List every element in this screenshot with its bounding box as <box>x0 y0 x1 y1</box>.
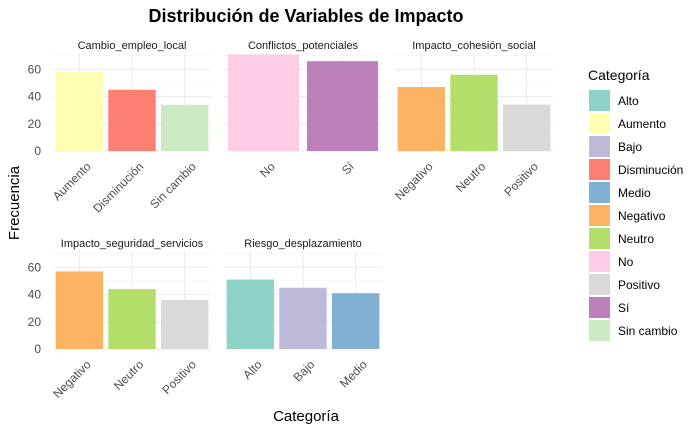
bar-impacto-cohesion-social-positivo <box>502 104 551 151</box>
x-tick-label: Neutro <box>453 159 489 195</box>
legend-item-bajo: Bajo <box>589 136 642 157</box>
x-tick-label: Negativo <box>392 159 436 203</box>
bar-conflictos-potenciales-si <box>306 61 379 151</box>
x-tick-label: Bajo <box>290 357 317 384</box>
bar-impacto-cohesion-social-neutro <box>450 74 498 151</box>
facet-label: Conflictos_potenciales <box>248 40 359 52</box>
legend-swatch <box>589 320 610 341</box>
bar-riesgo-desplazamiento-medio <box>331 293 380 349</box>
x-tick-label: Alto <box>240 357 265 382</box>
chart-title: Distribución de Variables de Impacto <box>148 6 463 26</box>
legend-label: Alto <box>618 94 639 108</box>
legend-item-no: No <box>589 251 634 272</box>
facet-impacto-cohesion-social: Impacto_cohesión_social Negativo Neutro Pos… <box>392 40 553 203</box>
bar-riesgo-desplazamiento-bajo <box>279 287 327 349</box>
x-tick-label: Positivo <box>159 357 199 397</box>
y-tick-label: 20 <box>28 315 42 329</box>
x-tick-label: Sin cambio <box>147 159 199 211</box>
legend-item-neutro: Neutro <box>589 228 654 249</box>
legend-item-sin-cambio: Sin cambio <box>589 320 678 341</box>
x-tick-label: Aumento <box>50 159 94 203</box>
facet-impacto-seguridad-servicios: Impacto_seguridad_servicios Negativo Neutr… <box>28 238 211 401</box>
bar-impacto-seguridad-servicios-negativo <box>55 271 104 349</box>
bar-riesgo-desplazamiento-alto <box>226 279 275 349</box>
legend-label: No <box>618 255 634 269</box>
legend-item-negativo: Negativo <box>589 205 666 226</box>
legend-swatch <box>589 228 610 249</box>
legend-swatch <box>589 182 610 203</box>
legend-swatch <box>589 159 610 180</box>
bar-impacto-seguridad-servicios-neutro <box>108 289 156 349</box>
facet-label: Impacto_seguridad_servicios <box>61 238 204 250</box>
x-tick-label: Disminución <box>90 159 146 215</box>
y-tick-label: 0 <box>34 144 41 158</box>
bar-impacto-seguridad-servicios-positivo <box>160 300 209 349</box>
bar-conflictos-potenciales-no <box>227 54 300 151</box>
y-axis-title: Frecuencia <box>6 165 23 240</box>
y-tick-label: 60 <box>28 62 42 76</box>
legend-item-si: Sí <box>589 297 630 318</box>
legend-item-medio: Medio <box>589 182 651 203</box>
bar-cambio-empleo-local-sin-cambio <box>160 104 209 151</box>
legend-label: Sin cambio <box>618 324 678 338</box>
x-tick-label: Medio <box>337 357 370 390</box>
bar-cambio-empleo-local-aumento <box>55 72 104 151</box>
legend-swatch <box>589 90 610 111</box>
x-axis-title: Categoría <box>273 408 340 425</box>
facet-label: Riesgo_desplazamiento <box>244 238 361 250</box>
legend-swatch <box>589 205 610 226</box>
legend-label: Medio <box>618 186 651 200</box>
x-tick-label: Positivo <box>501 159 541 199</box>
legend-title: Categoría <box>588 67 650 83</box>
legend-swatch <box>589 274 610 295</box>
legend-item-alto: Alto <box>589 90 639 111</box>
legend-label: Disminución <box>618 163 683 177</box>
legend-label: Sí <box>618 301 630 315</box>
legend-item-positivo: Positivo <box>589 274 660 295</box>
x-tick-label: No <box>257 159 278 180</box>
y-tick-label: 40 <box>28 90 42 104</box>
x-tick-label: Sí <box>339 159 357 177</box>
facet-conflictos-potenciales: Conflictos_potenciales No Sí <box>224 40 382 180</box>
legend-label: Negativo <box>618 209 666 223</box>
legend-swatch <box>589 136 610 157</box>
legend-label: Aumento <box>618 117 666 131</box>
facet-label: Impacto_cohesión_social <box>412 40 536 52</box>
legend-swatch <box>589 251 610 272</box>
y-tick-label: 0 <box>34 342 41 356</box>
facet-label: Cambio_empleo_local <box>78 40 187 52</box>
y-tick-label: 40 <box>28 288 42 302</box>
legend-swatch <box>589 113 610 134</box>
bar-cambio-empleo-local-disminucion <box>108 89 156 151</box>
x-tick-label: Negativo <box>50 357 94 401</box>
legend-item-disminucion: Disminución <box>589 159 683 180</box>
x-tick-label: Neutro <box>111 357 147 393</box>
bar-impacto-cohesion-social-negativo <box>397 87 446 151</box>
legend-label: Positivo <box>618 278 660 292</box>
y-tick-label: 60 <box>28 260 42 274</box>
y-tick-label: 20 <box>28 117 42 131</box>
legend-item-aumento: Aumento <box>589 113 666 134</box>
legend: Categoría Alto Aumento Bajo Disminución Medi… <box>588 67 683 341</box>
legend-swatch <box>589 297 610 318</box>
facet-riesgo-desplazamiento: Riesgo_desplazamiento Alto Bajo Medio <box>224 238 382 390</box>
legend-label: Neutro <box>618 232 654 246</box>
legend-label: Bajo <box>618 140 642 154</box>
